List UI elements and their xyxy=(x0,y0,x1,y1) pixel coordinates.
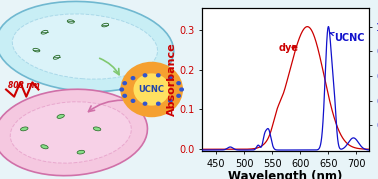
Text: 808 nm: 808 nm xyxy=(8,81,40,90)
Circle shape xyxy=(156,73,161,78)
Circle shape xyxy=(133,73,170,106)
Text: UCNC: UCNC xyxy=(139,85,165,94)
Circle shape xyxy=(122,81,127,85)
Circle shape xyxy=(119,87,124,92)
Circle shape xyxy=(176,81,181,85)
X-axis label: Wavelength (nm): Wavelength (nm) xyxy=(228,170,342,179)
Circle shape xyxy=(143,101,147,106)
Ellipse shape xyxy=(93,127,101,131)
Ellipse shape xyxy=(20,127,28,131)
Ellipse shape xyxy=(77,150,85,154)
Circle shape xyxy=(168,76,173,80)
Circle shape xyxy=(130,76,135,80)
Ellipse shape xyxy=(0,89,147,176)
Ellipse shape xyxy=(12,14,158,79)
Circle shape xyxy=(130,99,135,103)
Circle shape xyxy=(156,101,161,106)
Circle shape xyxy=(143,73,147,78)
Ellipse shape xyxy=(57,114,64,118)
Text: UCNC: UCNC xyxy=(330,32,364,43)
Circle shape xyxy=(168,99,173,103)
Ellipse shape xyxy=(10,102,131,163)
Circle shape xyxy=(179,87,184,92)
Ellipse shape xyxy=(41,145,48,149)
Y-axis label: Absorbance: Absorbance xyxy=(166,43,177,117)
Text: dye: dye xyxy=(279,43,299,53)
Circle shape xyxy=(176,94,181,98)
Circle shape xyxy=(122,94,127,98)
Circle shape xyxy=(120,62,183,117)
Ellipse shape xyxy=(0,1,174,92)
